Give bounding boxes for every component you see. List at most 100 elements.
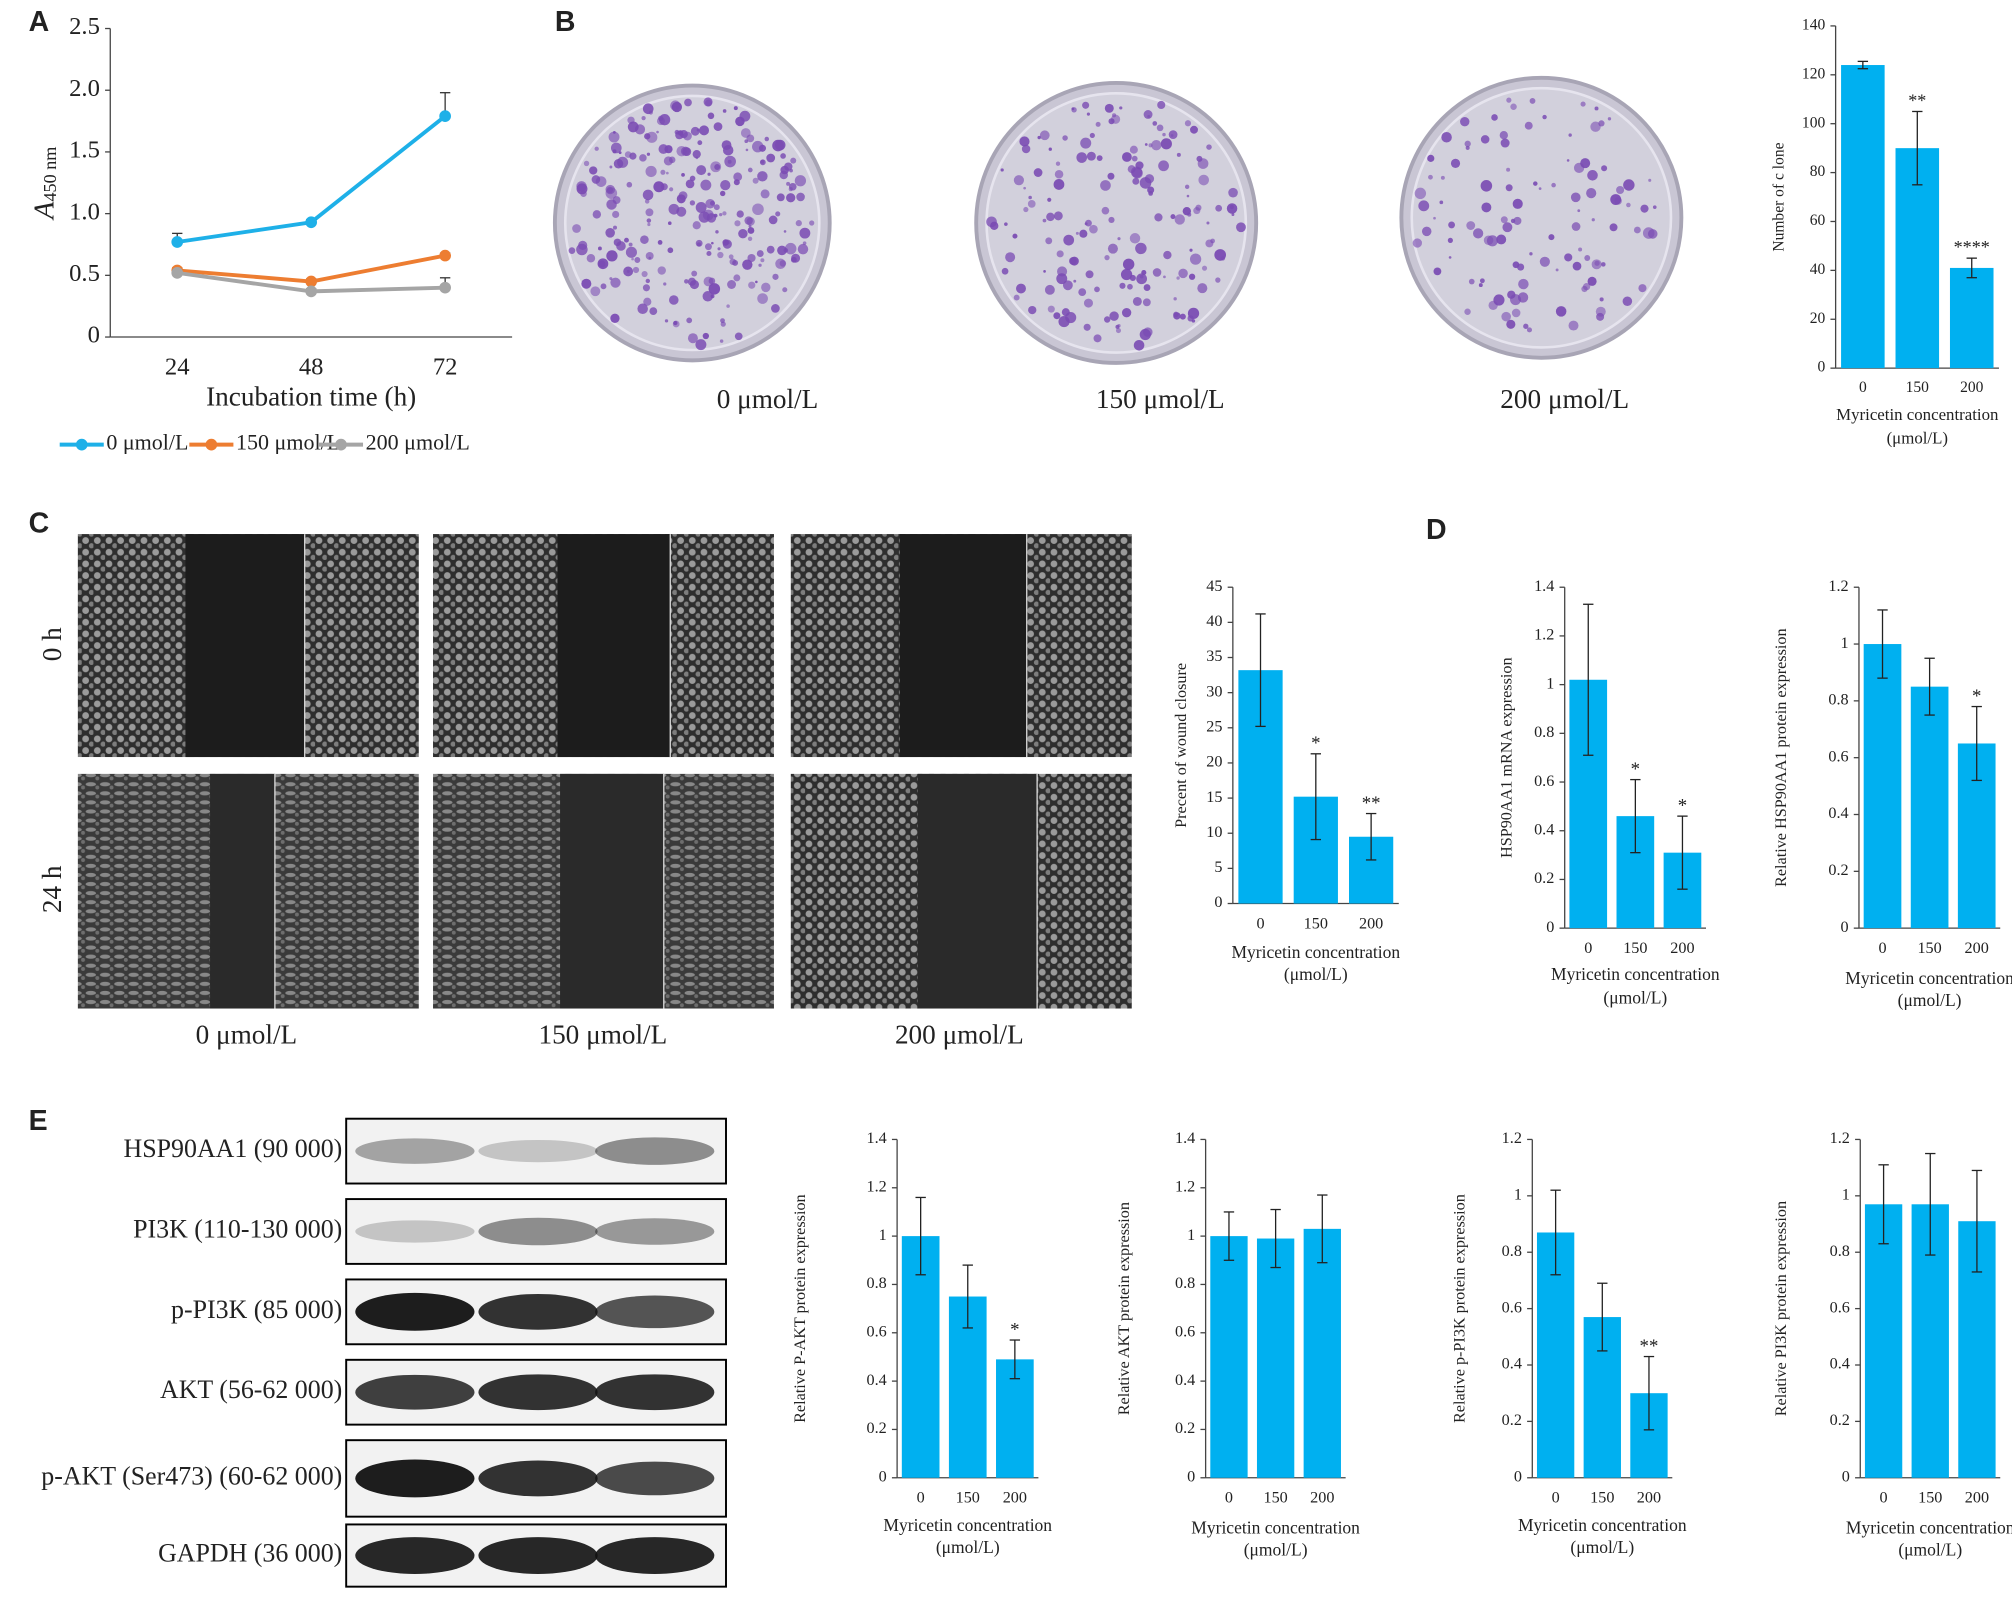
- colony: [1039, 130, 1050, 141]
- colony: [1042, 218, 1047, 223]
- colony: [1441, 132, 1452, 143]
- colony: [1228, 187, 1238, 198]
- colony: [1481, 202, 1492, 213]
- y-tick-label: 0.2: [1830, 1411, 1850, 1429]
- colony: [1591, 218, 1595, 222]
- wound-gap: [560, 773, 664, 1009]
- colony: [735, 116, 745, 127]
- colony: [1044, 284, 1055, 295]
- chart: 0 20 40 60 80 100 120 140 0 150 200 Number of c lon…: [1770, 16, 1999, 447]
- panel-label: C: [29, 508, 50, 540]
- colony: [1601, 262, 1606, 267]
- y-tick-label: 0.4: [1534, 820, 1554, 838]
- colony: [627, 121, 639, 133]
- y-tick-label: 140: [1802, 16, 1826, 33]
- y-tick-label: 0: [879, 1467, 887, 1485]
- colony: [1450, 158, 1461, 168]
- y-axis-label: Precent of wound closure: [1172, 663, 1190, 828]
- colony: [722, 109, 727, 113]
- colony: [1168, 130, 1178, 140]
- y-tick-label: 0.8: [1534, 723, 1554, 741]
- colony: [1157, 100, 1166, 110]
- colony: [686, 317, 693, 324]
- colony: [660, 169, 666, 175]
- bar: [1949, 267, 1994, 369]
- colony: [1085, 270, 1094, 279]
- y-tick-label: 1.5: [69, 137, 100, 164]
- colony: [1163, 275, 1166, 279]
- colony: [1075, 231, 1079, 235]
- colony: [776, 193, 785, 202]
- colony: [1078, 288, 1087, 297]
- colony: [732, 260, 739, 266]
- colony: [696, 242, 701, 247]
- colony: [756, 250, 764, 257]
- colony: [1198, 174, 1210, 186]
- colony: [1047, 197, 1052, 202]
- colony: [1158, 160, 1169, 172]
- y-tick-label: 0.5: [69, 260, 100, 287]
- blot-band: [595, 1537, 715, 1574]
- y-tick-label: 0.2: [1828, 861, 1848, 879]
- colony: [1491, 114, 1498, 121]
- colony: [736, 210, 744, 218]
- y-tick-label: 0.4: [1502, 1355, 1522, 1373]
- colony: [689, 280, 699, 290]
- colony: [572, 224, 581, 233]
- colony: [704, 243, 712, 251]
- colony: [713, 204, 720, 211]
- blot-label: HSP90AA1 (90 000): [124, 1134, 343, 1163]
- colony: [664, 145, 673, 154]
- significance: **: [1362, 793, 1381, 814]
- colony: [1127, 283, 1133, 290]
- colony: [733, 172, 743, 182]
- colony: [1196, 155, 1203, 162]
- bar: [1863, 644, 1902, 929]
- colony: [1132, 177, 1140, 185]
- colony: [799, 227, 811, 239]
- colony: [598, 246, 602, 251]
- colony: [1084, 222, 1088, 226]
- y-tick-label: 35: [1206, 647, 1222, 665]
- colony: [610, 277, 621, 288]
- colony: [747, 253, 756, 263]
- colony: [645, 252, 654, 260]
- blot-band: [595, 1461, 715, 1496]
- x-tick-label: 0: [1878, 939, 1886, 957]
- chart: 0 0.2 0.4 0.6 0.8 1 1.2 1.4 0 150 200 Relative P-AK…: [791, 1129, 1052, 1557]
- colony: [1539, 256, 1550, 267]
- y-tick-label: 0.6: [1828, 747, 1848, 765]
- colony: [1093, 334, 1102, 343]
- colony: [1139, 177, 1152, 189]
- colony: [1001, 267, 1009, 275]
- colony: [1115, 327, 1122, 334]
- colony: [1056, 250, 1064, 258]
- y-tick-label: 1.2: [1830, 1129, 1850, 1147]
- colony: [1566, 159, 1570, 162]
- x-tick-label: 200: [1637, 1489, 1661, 1507]
- colony: [1594, 106, 1599, 111]
- colony: [745, 148, 749, 152]
- colony: [1037, 135, 1041, 140]
- colony: [697, 140, 703, 146]
- y-tick-label: 120: [1802, 65, 1826, 82]
- colony: [764, 136, 770, 142]
- colony: [1464, 140, 1471, 147]
- colony: [1135, 242, 1147, 255]
- bar: [1910, 686, 1949, 929]
- colony: [696, 128, 700, 132]
- y-tick-label: 0: [1214, 893, 1222, 911]
- blot-band: [478, 1217, 598, 1246]
- colony: [1571, 222, 1581, 231]
- colony: [1640, 204, 1649, 213]
- colony: [707, 112, 715, 120]
- colony: [626, 181, 633, 188]
- chart: 0 0.2 0.4 0.6 0.8 1 1.2 0 150 200 Relative HSP90AA…: [1772, 577, 2012, 1010]
- colony: [647, 222, 651, 227]
- colony: [1648, 178, 1652, 182]
- colony: [1053, 211, 1063, 221]
- colony: [609, 165, 613, 169]
- colony: [641, 270, 648, 278]
- colony: [568, 247, 576, 254]
- colony: [646, 218, 652, 223]
